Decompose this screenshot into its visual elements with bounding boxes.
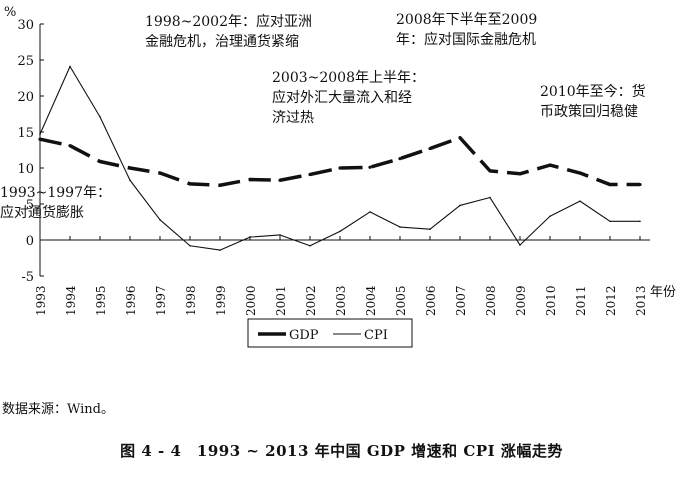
y-tick-label: 5 bbox=[26, 198, 34, 213]
point-cpi bbox=[189, 244, 191, 247]
x-tick-label: 2010 bbox=[544, 285, 558, 316]
point-cpi bbox=[579, 200, 581, 202]
point-cpi bbox=[459, 204, 461, 207]
point-cpi bbox=[429, 228, 431, 230]
point-gdp bbox=[548, 163, 552, 167]
point-cpi bbox=[249, 236, 251, 238]
point-cpi bbox=[99, 116, 101, 118]
series-layer bbox=[38, 65, 642, 251]
point-cpi bbox=[549, 215, 551, 218]
legend-label-gdp: GDP bbox=[289, 328, 319, 343]
source-note: 数据来源：Wind。 bbox=[2, 402, 114, 417]
x-tick-label: 2005 bbox=[394, 285, 408, 316]
y-tick-label: 30 bbox=[17, 18, 34, 33]
x-tick-label: 2007 bbox=[454, 285, 468, 316]
point-gdp bbox=[458, 136, 462, 140]
axes: -5 0 5 10 15 20 25 30% 1993 1994 1995 1996 1997 1998 1… bbox=[4, 5, 676, 316]
x-tick-label: 2003 bbox=[334, 285, 348, 316]
point-gdp bbox=[518, 172, 522, 176]
point-gdp bbox=[278, 178, 282, 182]
annotation-overheating: 2003~2008年上半年： 应对外汇大量流入和经 济过热 bbox=[272, 70, 425, 126]
x-tick-label: 2008 bbox=[484, 285, 498, 316]
y-tick-label: 20 bbox=[17, 90, 34, 105]
point-gdp bbox=[608, 182, 612, 187]
point-cpi bbox=[279, 234, 281, 236]
y-tick-label: 10 bbox=[17, 162, 34, 177]
x-tick-label: 1993 bbox=[34, 285, 48, 316]
series-line-gdp bbox=[39, 136, 640, 188]
x-tick-label: 1994 bbox=[64, 285, 78, 316]
point-cpi bbox=[69, 65, 71, 68]
y-tick-label: 25 bbox=[17, 54, 34, 69]
y-tick-label: 0 bbox=[26, 234, 34, 249]
point-cpi bbox=[159, 219, 161, 221]
figure-caption: 图 4 - 4 1993 ~ 2013 年中国 GDP 增速和 CPI 涨幅走势 bbox=[120, 442, 563, 460]
legend-label-cpi: CPI bbox=[364, 328, 388, 343]
x-axis-unit: 年份 bbox=[650, 285, 676, 300]
point-cpi bbox=[309, 244, 311, 247]
point-cpi bbox=[519, 244, 521, 246]
x-tick-label: 2004 bbox=[364, 285, 378, 316]
point-gdp bbox=[308, 172, 312, 177]
x-tick-label: 1997 bbox=[154, 285, 168, 316]
y-axis-unit: % bbox=[4, 5, 16, 20]
annotation-stable-policy: 2010年至今：货 币政策回归稳健 bbox=[540, 84, 646, 120]
x-tick-label: 2011 bbox=[574, 285, 588, 316]
point-cpi bbox=[399, 226, 401, 228]
point-gdp bbox=[428, 146, 432, 151]
x-tick-label: 2013 bbox=[634, 285, 648, 316]
point-cpi bbox=[639, 220, 641, 223]
point-cpi bbox=[39, 133, 41, 135]
x-tick-label: 2012 bbox=[604, 285, 618, 316]
legend: GDP CPI bbox=[247, 318, 413, 348]
point-gdp bbox=[68, 144, 72, 148]
point-gdp bbox=[578, 171, 582, 175]
point-gdp bbox=[488, 169, 492, 173]
annotation-asia-crisis: 1998~2002年：应对亚洲 金融危机，治理通货紧缩 bbox=[145, 14, 312, 50]
point-cpi bbox=[489, 196, 491, 199]
point-cpi bbox=[609, 220, 611, 223]
x-tick-label: 2000 bbox=[244, 285, 258, 316]
point-cpi bbox=[369, 211, 371, 213]
point-gdp bbox=[338, 166, 342, 170]
legend-box bbox=[247, 318, 413, 348]
point-gdp bbox=[38, 137, 42, 141]
x-tick-label: 2002 bbox=[304, 285, 318, 316]
x-tick-label: 2006 bbox=[424, 285, 438, 316]
point-gdp bbox=[368, 165, 372, 169]
point-gdp bbox=[128, 166, 132, 170]
x-tick-label: 1998 bbox=[184, 285, 198, 316]
x-tick-label: 1996 bbox=[124, 285, 138, 316]
point-gdp bbox=[98, 159, 102, 164]
y-tick-label: 15 bbox=[17, 126, 34, 141]
x-tick-label: 1995 bbox=[94, 285, 108, 316]
annotation-global-crisis: 2008年下半年至2009 年：应对国际金融危机 bbox=[396, 12, 538, 48]
point-gdp bbox=[398, 157, 402, 161]
annotation-inflation: 1993~1997年： 应对通货膨胀 bbox=[0, 185, 111, 221]
y-tick-label: -5 bbox=[21, 270, 34, 285]
point-gdp bbox=[218, 183, 222, 187]
x-tick-label: 2001 bbox=[274, 285, 288, 316]
point-cpi bbox=[339, 230, 341, 233]
point-gdp bbox=[188, 182, 192, 186]
x-tick-label: 2009 bbox=[514, 285, 528, 316]
point-gdp bbox=[248, 177, 252, 182]
point-cpi bbox=[219, 249, 221, 251]
point-gdp bbox=[638, 182, 642, 187]
point-gdp bbox=[158, 171, 162, 175]
point-cpi bbox=[129, 179, 131, 182]
x-tick-label: 1999 bbox=[214, 285, 228, 316]
